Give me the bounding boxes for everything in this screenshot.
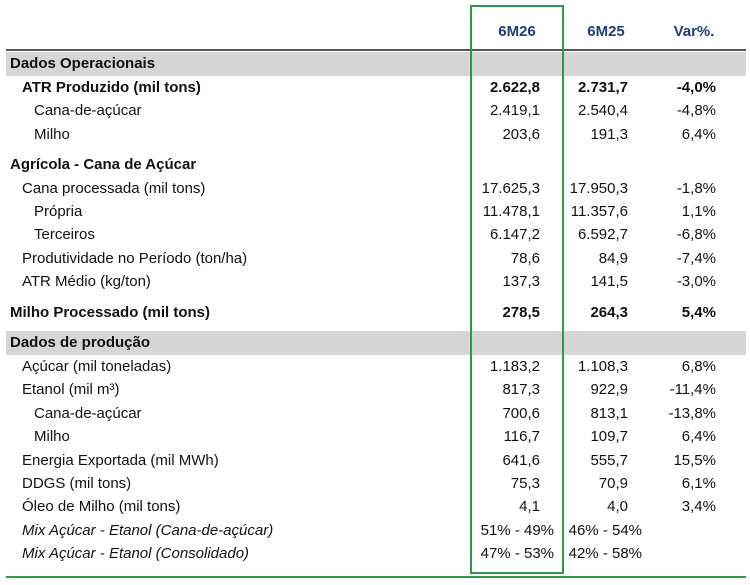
bottom-rule	[6, 576, 746, 578]
row-label: Própria	[34, 203, 83, 220]
row-label: Milho Processado (mil tons)	[10, 303, 211, 321]
row-label: Energia Exportada (mil MWh)	[22, 451, 219, 469]
highlight-column	[470, 5, 564, 574]
column-header: 6M26	[498, 23, 536, 40]
cell-value: 4,0	[607, 498, 628, 516]
column-header: Var%.	[673, 23, 715, 40]
cell-value: -1,8%	[676, 179, 716, 197]
cell-value: 922,9	[590, 381, 628, 399]
cell-value: 4,1	[519, 498, 540, 516]
cell-value: 1.183,2	[489, 358, 540, 375]
cell-value: 17.625,3	[481, 179, 540, 197]
row-label: Cana processada (mil tons)	[22, 179, 206, 197]
section-label: Dados Operacionais	[10, 55, 156, 72]
cell-value: 264,3	[590, 303, 628, 321]
cell-value: 6,4%	[681, 125, 716, 143]
cell-value: 555,7	[590, 451, 628, 469]
cell-value: -3,0%	[676, 273, 716, 291]
column-header: 6M25	[587, 23, 625, 40]
cell-value: -7,4%	[676, 249, 716, 267]
cell-value: 137,3	[502, 273, 540, 291]
cell-value: 2.731,7	[577, 79, 628, 96]
cell-value: 2.540,4	[577, 102, 628, 120]
cell-value: 1.108,3	[577, 358, 628, 375]
cell-value: -4,0%	[676, 79, 716, 96]
row-label: Etanol (mil m³)	[22, 381, 120, 399]
cell-value: 817,3	[502, 381, 540, 399]
cell-value: 47% - 53%	[480, 545, 554, 563]
cell-value: 15,5%	[673, 451, 716, 469]
cell-value: 6.592,7	[577, 226, 628, 244]
header-rule	[6, 49, 746, 51]
cell-value: 116,7	[503, 428, 540, 446]
cell-value: 75,3	[510, 475, 540, 492]
cell-value: 6,8%	[681, 358, 716, 375]
row-label: Cana-de-açúcar	[34, 102, 142, 120]
cell-value: 51% - 49%	[480, 521, 554, 539]
cell-value: 46% - 54%	[568, 521, 642, 539]
cell-value: 2.419,1	[489, 102, 540, 120]
cell-value: 700,6	[502, 404, 540, 422]
row-label: DDGS (mil tons)	[22, 475, 132, 492]
row-label: Milho	[34, 428, 70, 446]
cell-value: -13,8%	[668, 404, 716, 422]
cell-value: -6,8%	[676, 226, 716, 244]
cell-value: 78,6	[510, 249, 540, 267]
row-label: Milho	[34, 125, 70, 143]
cell-value: 641,6	[502, 451, 540, 469]
row-label: Produtividade no Período (ton/ha)	[22, 249, 248, 267]
cell-value: 2.622,8	[489, 79, 540, 96]
row-label: Cana-de-açúcar	[34, 404, 142, 422]
cell-value: 141,5	[590, 273, 628, 291]
row-label: ATR Produzido (mil tons)	[22, 79, 201, 96]
cell-value: -4,8%	[676, 102, 716, 120]
row-label: Mix Açúcar - Etanol (Cana-de-açúcar)	[22, 521, 274, 539]
row-label: Terceiros	[34, 226, 95, 244]
cell-value: 11.357,6	[570, 203, 628, 220]
cell-value: 17.950,3	[569, 179, 628, 197]
row-label: Agrícola - Cana de Açúcar	[10, 156, 197, 174]
cell-value: 70,9	[598, 475, 628, 492]
section-label: Dados de produção	[10, 334, 151, 351]
cell-value: 42% - 58%	[568, 545, 642, 563]
cell-value: 203,6	[502, 125, 540, 143]
cell-value: 6,1%	[681, 475, 716, 492]
cell-value: 84,9	[598, 249, 628, 267]
cell-value: -11,4%	[669, 381, 716, 399]
cell-value: 813,1	[590, 404, 628, 422]
cell-value: 3,4%	[681, 498, 716, 516]
row-label: ATR Médio (kg/ton)	[22, 273, 151, 291]
cell-value: 11.478,1	[482, 203, 540, 220]
cell-value: 278,5	[502, 303, 540, 321]
row-label: Mix Açúcar - Etanol (Consolidado)	[22, 545, 250, 563]
row-label: Açúcar (mil toneladas)	[22, 358, 172, 375]
cell-value: 109,7	[590, 428, 628, 446]
cell-value: 6,4%	[681, 428, 716, 446]
cell-value: 191,3	[590, 125, 628, 143]
cell-value: 1,1%	[681, 203, 716, 220]
section-band	[6, 52, 746, 76]
cell-value: 6.147,2	[489, 226, 540, 244]
row-label: Óleo de Milho (mil tons)	[22, 498, 181, 516]
cell-value: 5,4%	[681, 303, 716, 321]
section-band	[6, 331, 746, 355]
